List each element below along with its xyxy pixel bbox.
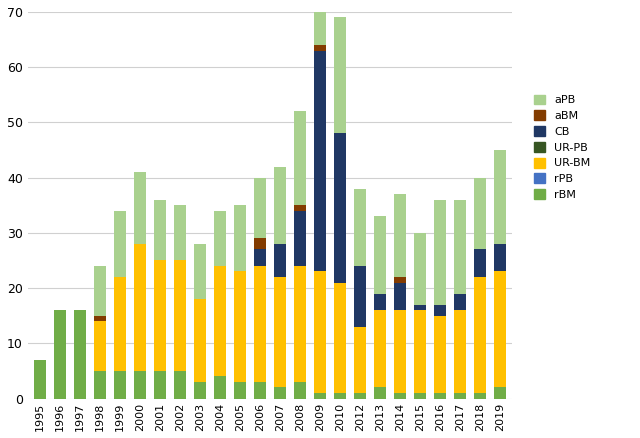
Bar — [234, 382, 246, 399]
Bar — [254, 382, 266, 399]
Bar — [314, 51, 326, 272]
Bar — [334, 393, 346, 399]
Bar — [54, 310, 66, 399]
Bar — [434, 305, 446, 316]
Bar — [234, 272, 246, 382]
Bar — [334, 18, 346, 134]
Bar — [494, 272, 506, 388]
Bar — [194, 244, 206, 299]
Bar — [214, 211, 226, 266]
Bar — [214, 266, 226, 376]
Bar — [174, 371, 186, 399]
Bar — [314, 272, 326, 393]
Bar — [454, 310, 466, 393]
Bar — [234, 205, 246, 272]
Bar — [154, 261, 166, 371]
Bar — [434, 200, 446, 305]
Bar — [194, 299, 206, 382]
Bar — [294, 211, 306, 266]
Bar — [374, 310, 386, 388]
Bar — [474, 393, 486, 399]
Bar — [254, 266, 266, 382]
Bar — [394, 283, 406, 310]
Bar — [374, 216, 386, 293]
Bar — [494, 388, 506, 399]
Bar — [494, 244, 506, 272]
Bar — [394, 393, 406, 399]
Bar — [334, 134, 346, 283]
Bar — [294, 266, 306, 382]
Bar — [354, 266, 366, 327]
Bar — [394, 310, 406, 393]
Bar — [134, 371, 146, 399]
Bar — [354, 189, 366, 266]
Bar — [214, 376, 226, 399]
Bar — [414, 393, 426, 399]
Bar — [154, 371, 166, 399]
Bar — [274, 388, 286, 399]
Bar — [74, 310, 86, 399]
Bar — [394, 277, 406, 283]
Bar — [454, 393, 466, 399]
Bar — [174, 261, 186, 371]
Bar — [474, 277, 486, 393]
Bar — [314, 393, 326, 399]
Bar — [114, 277, 126, 371]
Bar — [434, 393, 446, 399]
Bar — [254, 238, 266, 249]
Bar — [34, 360, 46, 399]
Bar — [94, 321, 106, 371]
Bar — [94, 266, 106, 316]
Bar — [354, 327, 366, 393]
Bar — [454, 200, 466, 293]
Bar — [334, 283, 346, 393]
Bar — [114, 211, 126, 277]
Bar — [374, 293, 386, 310]
Bar — [254, 249, 266, 266]
Bar — [274, 166, 286, 244]
Bar — [194, 382, 206, 399]
Bar — [274, 277, 286, 388]
Bar — [434, 316, 446, 393]
Bar — [414, 233, 426, 305]
Bar — [314, 45, 326, 51]
Bar — [354, 393, 366, 399]
Bar — [494, 150, 506, 244]
Bar — [374, 388, 386, 399]
Bar — [154, 200, 166, 261]
Bar — [314, 0, 326, 45]
Bar — [414, 305, 426, 310]
Bar — [294, 205, 306, 211]
Bar — [474, 249, 486, 277]
Bar — [394, 194, 406, 277]
Bar — [134, 172, 146, 244]
Bar — [474, 178, 486, 249]
Bar — [94, 371, 106, 399]
Bar — [414, 310, 426, 393]
Bar — [94, 316, 106, 321]
Bar — [114, 371, 126, 399]
Bar — [274, 244, 286, 277]
Bar — [454, 293, 466, 310]
Bar — [294, 111, 306, 205]
Bar — [294, 382, 306, 399]
Legend: aPB, aBM, CB, UR-PB, UR-BM, rPB, rBM: aPB, aBM, CB, UR-PB, UR-BM, rPB, rBM — [531, 91, 593, 203]
Bar — [174, 205, 186, 261]
Bar — [134, 244, 146, 371]
Bar — [254, 178, 266, 238]
